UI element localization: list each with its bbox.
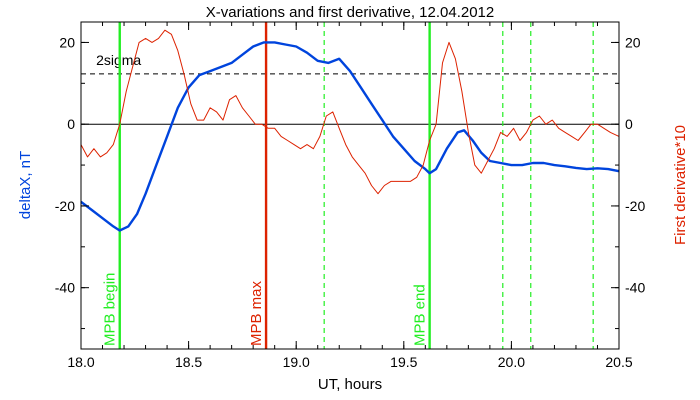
x-tick-label: 20.5: [605, 354, 632, 370]
marker-label-2: MPB end: [412, 284, 429, 346]
series-lines: [80, 29, 620, 232]
y2-tick-label: 0: [625, 116, 633, 132]
x-axis-label: UT, hours: [318, 376, 382, 393]
chart-title: X-variations and first derivative, 12.04…: [206, 4, 495, 21]
vertical-markers: [118, 22, 594, 349]
marker-label-1: MPB max: [248, 280, 265, 346]
deltax-series-line: [80, 41, 620, 232]
reference-lines: 2sigma: [81, 52, 619, 125]
y2-tick-label: 20: [625, 34, 641, 50]
derivative-series-line: [80, 29, 620, 195]
x-tick-label: 18.5: [175, 354, 202, 370]
plot-frame: [80, 21, 620, 350]
x-tick-label: 19.5: [390, 354, 417, 370]
x-tick-label: 19.0: [283, 354, 310, 370]
y-tick-label: -20: [55, 198, 75, 214]
y2-tick-label: -40: [625, 280, 645, 296]
y2-tick-label: -20: [625, 198, 645, 214]
marker-label-0: MPB begin: [102, 273, 119, 346]
y-tick-label: 0: [67, 116, 75, 132]
y-tick-label: 20: [59, 34, 75, 50]
axes: 18.0 18.5 19.0 19.5 20.0 20.5 20 0 -20 -40 20 0 -20 -…: [55, 21, 645, 370]
marker-labels: MPB begin MPB max MPB end: [102, 273, 429, 346]
y-axis-label: deltaX, nT: [17, 151, 34, 219]
x-tick-label: 20.0: [498, 354, 525, 370]
x-tick-label: 18.0: [67, 354, 94, 370]
y2-axis-label: First derivative*10: [672, 125, 689, 245]
y-tick-label: -40: [55, 280, 75, 296]
